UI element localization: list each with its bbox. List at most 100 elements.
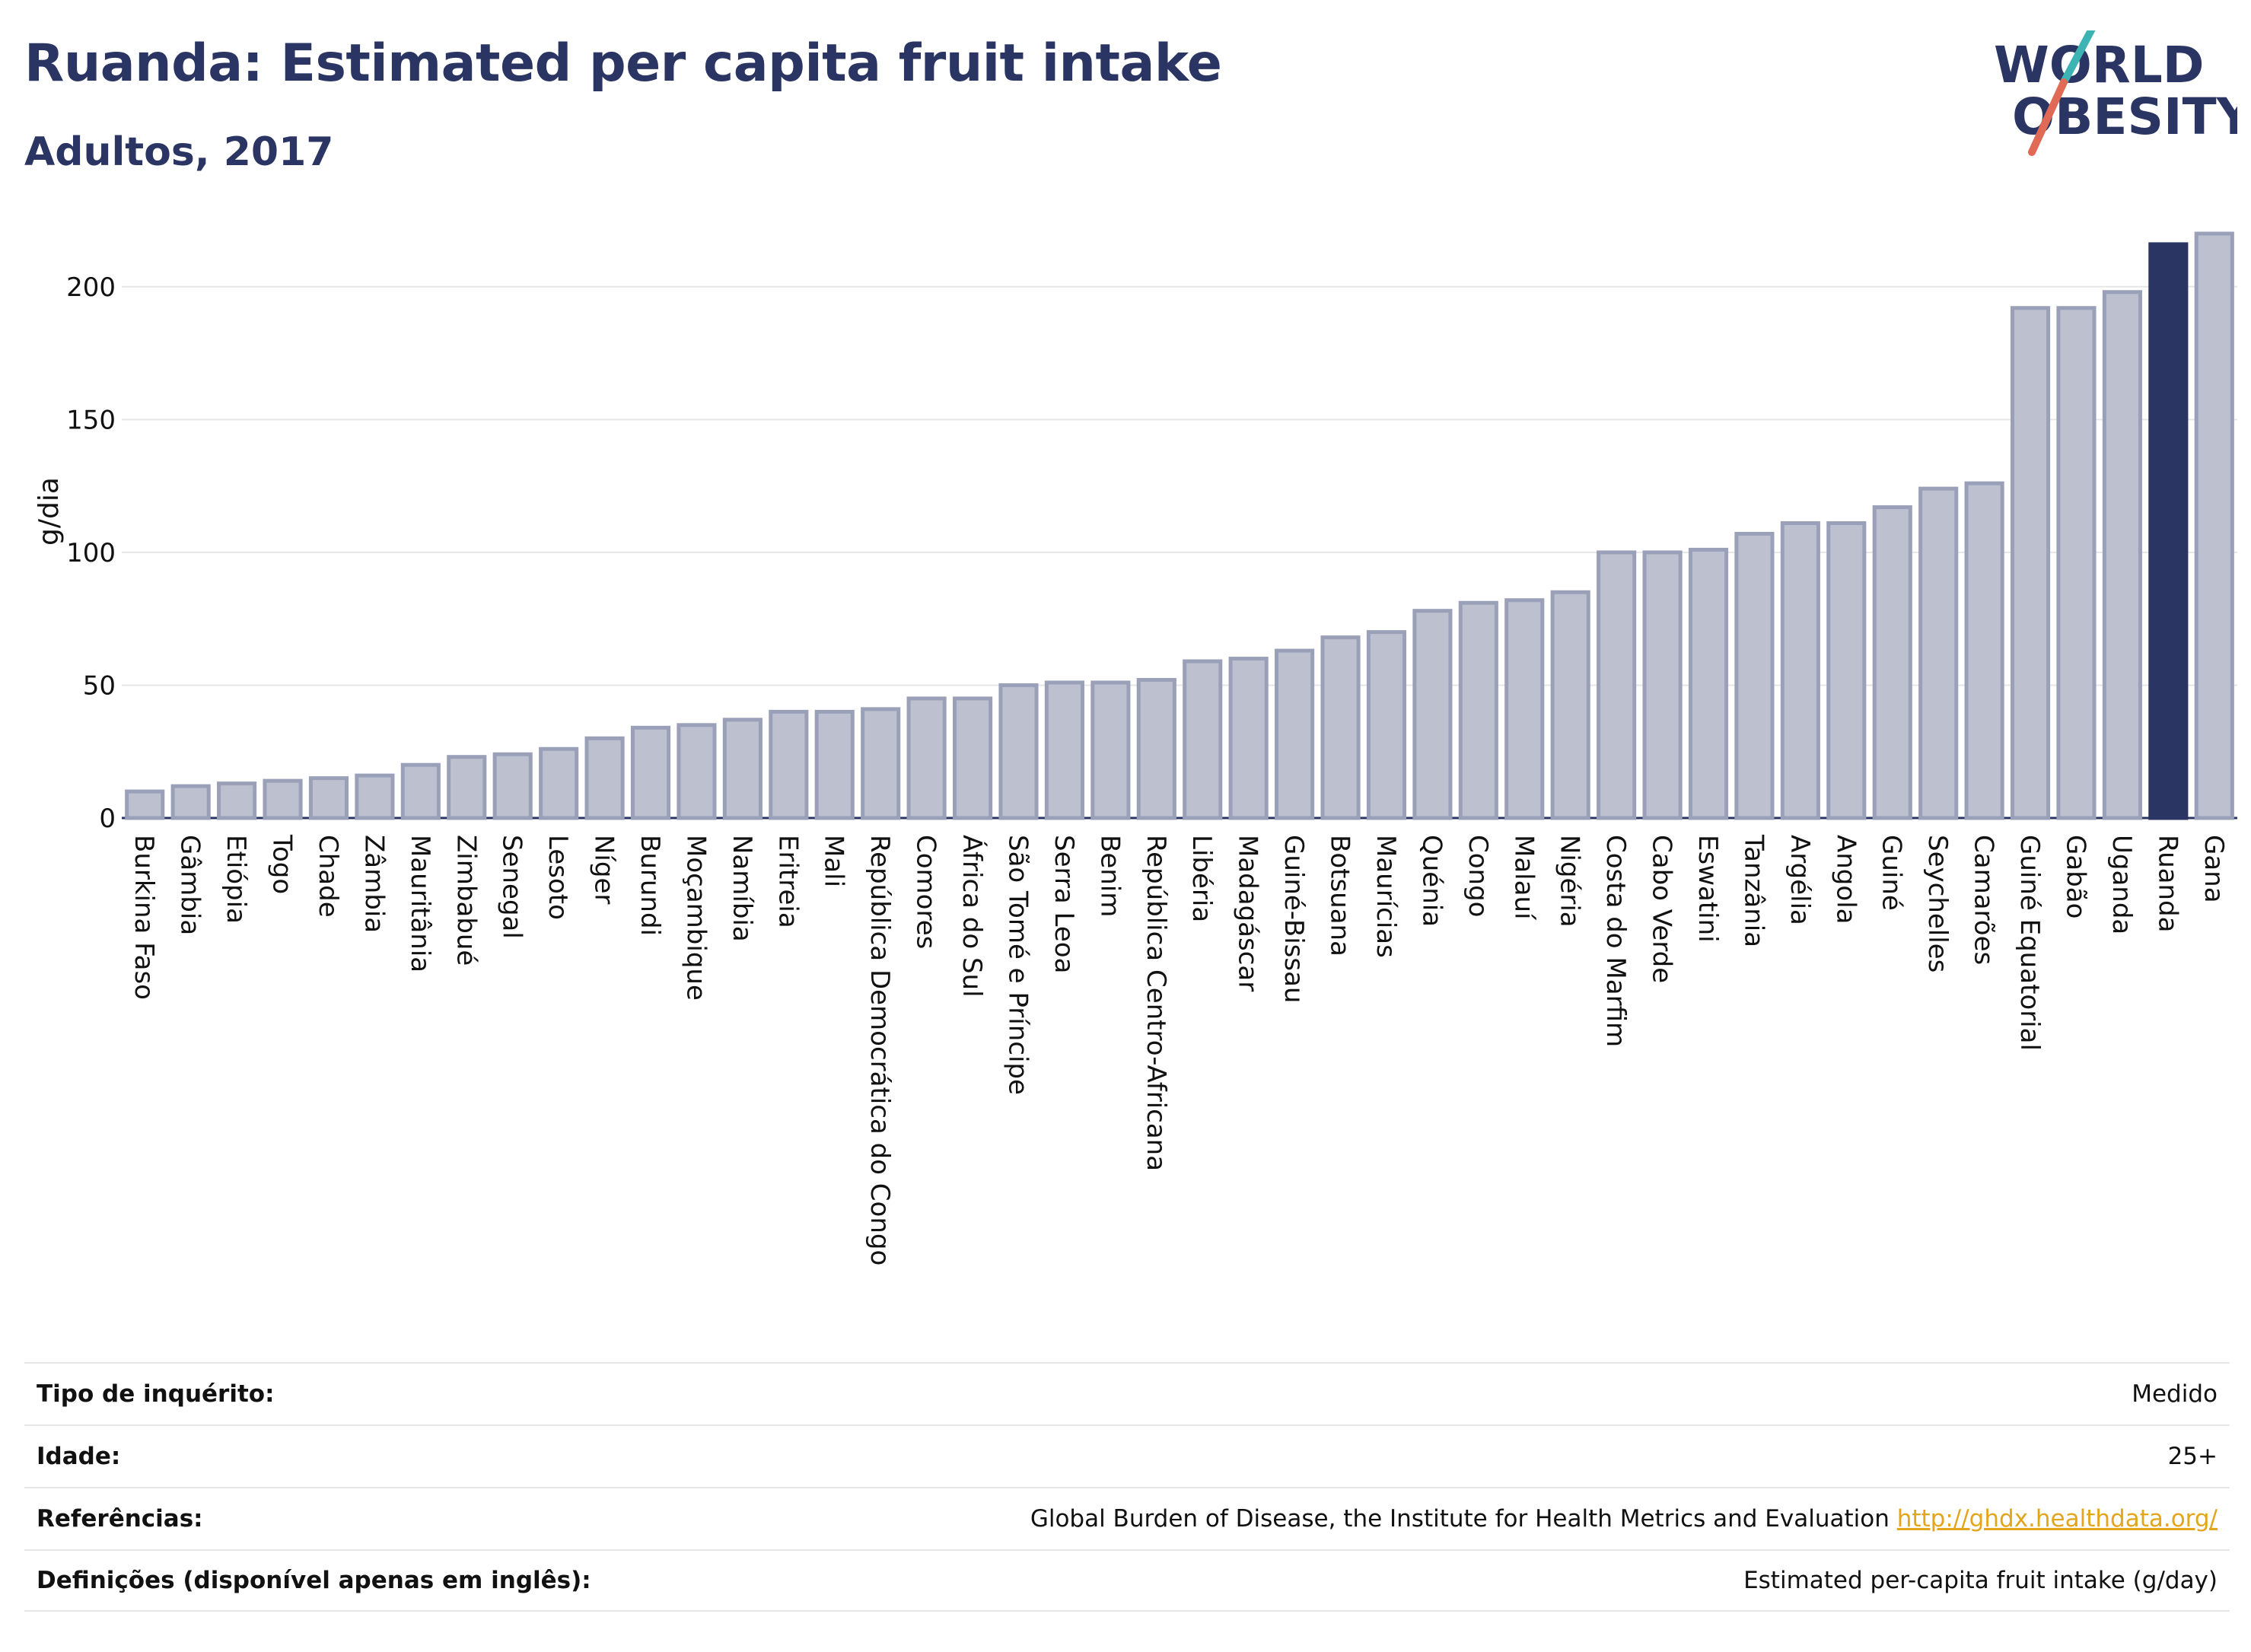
x-tick-label: Guiné bbox=[1877, 835, 1907, 911]
x-tick-label: São Tomé e Príncipe bbox=[1002, 835, 1033, 1095]
info-value: 25+ bbox=[2167, 1443, 2218, 1470]
bar--frica-do-sul bbox=[952, 696, 993, 820]
x-tick-label: Zimbabué bbox=[451, 835, 481, 966]
bar-camar-es bbox=[1964, 481, 2004, 820]
info-row: Definições (disponível apenas em inglês)… bbox=[24, 1549, 2230, 1612]
x-tick-label: Nigéria bbox=[1555, 835, 1585, 928]
bar-maurit-nia bbox=[400, 762, 441, 820]
x-tick-label: Gâmbia bbox=[175, 835, 205, 935]
bar-malau- bbox=[1504, 598, 1545, 820]
x-tick-label: Seychelles bbox=[1922, 835, 1953, 972]
bar-chart: 0 50 100 150 200 Burkina Faso Gâmbia Etiópia Tog… bbox=[33, 231, 2237, 1265]
bar-serra-leoa bbox=[1044, 680, 1084, 820]
info-table: Tipo de inquérito: Medido Idade: 25+ Referên… bbox=[24, 1362, 2230, 1612]
y-tick-label: 0 bbox=[99, 804, 116, 834]
x-tick-label: Uganda bbox=[2106, 835, 2137, 934]
bar-burkina-faso bbox=[125, 789, 165, 820]
x-tick-label: Serra Leoa bbox=[1049, 835, 1079, 973]
x-tick-label: Zâmbia bbox=[358, 835, 389, 933]
chart-subtitle: Adultos, 2017 bbox=[24, 129, 334, 175]
x-tick-label: Madagáscar bbox=[1233, 835, 1263, 992]
bar-guin-bissau bbox=[1275, 648, 1315, 820]
bar-guin- bbox=[1872, 505, 1912, 820]
x-tick-label: Burundi bbox=[635, 835, 665, 936]
bar-lib-ria bbox=[1183, 659, 1223, 820]
bar-gab-o bbox=[2056, 306, 2097, 820]
bar-eswatini bbox=[1688, 547, 1729, 820]
bar-maur-cias bbox=[1366, 630, 1407, 820]
x-tick-label: Guiné-Bissau bbox=[1278, 835, 1309, 1003]
info-row: Tipo de inquérito: Medido bbox=[24, 1362, 2230, 1424]
bar-botsuana bbox=[1320, 635, 1361, 820]
info-value: Global Burden of Disease, the Institute … bbox=[1030, 1505, 2218, 1533]
info-label: Tipo de inquérito: bbox=[37, 1380, 275, 1408]
bar-benim bbox=[1090, 680, 1131, 820]
x-tick-label: Benim bbox=[1094, 835, 1125, 917]
bar-rep-blica-centro-africana bbox=[1136, 677, 1176, 820]
info-label: Referências: bbox=[37, 1505, 203, 1533]
x-tick-label: Gana bbox=[2198, 835, 2229, 903]
x-tick-label: Mali bbox=[819, 835, 849, 887]
x-tick-label: Lesoto bbox=[543, 835, 573, 920]
bar-congo bbox=[1458, 600, 1498, 820]
bar-g-mbia bbox=[170, 784, 211, 820]
bar-zimbabu- bbox=[447, 755, 487, 820]
bar-madag-scar bbox=[1228, 657, 1269, 820]
x-tick-label: Gabão bbox=[2060, 835, 2090, 918]
info-row: Referências: Global Burden of Disease, th… bbox=[24, 1487, 2230, 1549]
x-tick-label: Argélia bbox=[1785, 835, 1815, 925]
bar-togo bbox=[263, 778, 303, 820]
x-tick-label: Etiópia bbox=[221, 835, 251, 924]
bar-mali bbox=[814, 709, 855, 820]
y-tick-label: 100 bbox=[66, 538, 116, 568]
x-tick-label: Níger bbox=[589, 835, 619, 904]
bar-z-mbia bbox=[355, 773, 395, 820]
bar-costa-do-marfim bbox=[1597, 550, 1637, 820]
x-tick-label: Maurícias bbox=[1371, 835, 1401, 958]
x-tick-label: Chade bbox=[313, 835, 343, 918]
x-tick-label: Tanzânia bbox=[1738, 834, 1769, 947]
x-tick-label: África do Sul bbox=[957, 835, 988, 998]
bar-gana bbox=[2194, 231, 2234, 820]
bar-arg-lia bbox=[1780, 521, 1820, 820]
x-tick-label: República Centro-Africana bbox=[1141, 835, 1171, 1171]
bar-ruanda bbox=[2148, 242, 2189, 820]
info-value: Estimated per-capita fruit intake (g/day… bbox=[1743, 1567, 2218, 1594]
bar-chade bbox=[308, 776, 349, 820]
bar-rep-blica-democr-tica-do-congo bbox=[861, 707, 901, 820]
bar-angola bbox=[1826, 521, 1867, 820]
x-tick-label: Congo bbox=[1463, 835, 1493, 917]
y-axis-label: g/dia bbox=[33, 477, 65, 546]
x-tick-label: Comores bbox=[911, 835, 941, 949]
x-tick-label: Ruanda bbox=[2152, 835, 2183, 932]
bar-uganda bbox=[2102, 290, 2142, 820]
bar-cabo-verde bbox=[1642, 550, 1683, 820]
x-tick-label: Mauritânia bbox=[405, 835, 435, 972]
bar-mo-ambique bbox=[677, 723, 717, 820]
info-row: Idade: 25+ bbox=[24, 1424, 2230, 1487]
y-tick-label: 150 bbox=[66, 405, 116, 435]
bar-guin-equatorial bbox=[2010, 306, 2051, 820]
bar-qu-nia bbox=[1412, 609, 1453, 820]
bar-eritreia bbox=[769, 709, 809, 820]
bar-eti-pia bbox=[217, 781, 257, 820]
bar-lesoto bbox=[539, 746, 579, 820]
bar-comores bbox=[906, 696, 947, 820]
reference-link[interactable]: http://ghdx.healthdata.org/ bbox=[1896, 1505, 2218, 1533]
x-tick-label: Namíbia bbox=[727, 835, 757, 942]
bar-nig-ria bbox=[1550, 590, 1590, 820]
x-tick-label: Quénia bbox=[1416, 835, 1447, 927]
x-tick-label: Angola bbox=[1830, 835, 1861, 924]
bar-senegal bbox=[492, 752, 533, 820]
x-tick-label: Eswatini bbox=[1692, 835, 1723, 943]
logo-line1: WORLD bbox=[1994, 36, 2205, 94]
world-obesity-logo: WORLD OBESITY bbox=[1994, 30, 2237, 156]
x-tick-label: Camarões bbox=[1969, 835, 1999, 965]
bar-burundi bbox=[630, 725, 671, 820]
bar-n-ger bbox=[584, 736, 625, 820]
x-tick-label: Burkina Faso bbox=[129, 835, 159, 1000]
x-tick-label: Costa do Marfim bbox=[1600, 835, 1631, 1047]
x-tick-label: República Democrática do Congo bbox=[864, 835, 895, 1265]
y-tick-label: 200 bbox=[66, 272, 116, 303]
x-tick-label: Moçambique bbox=[680, 835, 711, 1001]
